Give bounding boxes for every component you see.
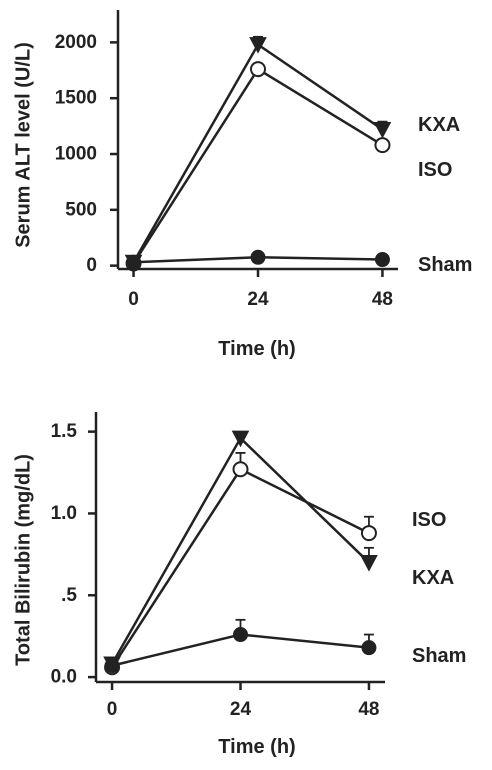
- alt-x-axis-title: Time (h): [218, 338, 295, 360]
- bilirubin-iso-series-label: ISO: [412, 509, 446, 531]
- alt-x-tick-label: 48: [372, 289, 393, 310]
- alt-kxa-point: [249, 37, 267, 54]
- alt-chart: Serum ALT level (U/L) Time (h) 0 500 1000 1…: [12, 10, 472, 360]
- bilirubin-iso-point: [360, 525, 377, 542]
- bilirubin-x-axis-title: Time (h): [218, 736, 295, 758]
- bilirubin-sham-point: [361, 640, 377, 656]
- alt-sham-series-label: Sham: [418, 254, 472, 276]
- alt-y-tick-label: 1000: [55, 144, 97, 165]
- alt-sham-point: [126, 254, 142, 270]
- alt-iso-point: [374, 137, 391, 154]
- alt-y-axis-title: Serum ALT level (U/L): [12, 42, 34, 248]
- alt-y-tick-label: 2000: [55, 32, 97, 53]
- bilirubin-chart: Total Bilirubin (mg/dL) Time (h) 0.0 .5 1.…: [12, 412, 466, 758]
- alt-x-tick-label: 24: [247, 289, 269, 310]
- bilirubin-iso-point: [232, 461, 249, 478]
- bilirubin-x-tick-label: 0: [107, 699, 118, 720]
- bilirubin-x-tick-label: 24: [230, 699, 252, 720]
- alt-y-tick-label: 0: [86, 255, 97, 276]
- bilirubin-kxa-point: [360, 555, 378, 572]
- alt-kxa-series-label: KXA: [418, 114, 460, 136]
- bilirubin-sham-series-label: Sham: [412, 645, 466, 667]
- bilirubin-y-tick-label: 1.0: [51, 503, 77, 524]
- bilirubin-y-tick-label: 0.0: [51, 667, 77, 688]
- alt-x-tick-label: 0: [128, 289, 139, 310]
- alt-iso-series-line: [132, 67, 384, 265]
- alt-y-tick-label: 1500: [55, 88, 97, 109]
- bilirubin-x-tick-label: 48: [358, 699, 379, 720]
- bilirubin-kxa-series-label: KXA: [412, 567, 454, 589]
- bilirubin-sham-point: [233, 627, 248, 643]
- bilirubin-y-axis-title: Total Bilirubin (mg/dL): [12, 454, 34, 666]
- bilirubin-y-tick-label: 1.5: [51, 421, 78, 442]
- alt-kxa-series-line: [132, 43, 384, 263]
- bilirubin-y-tick-label: .5: [61, 585, 77, 606]
- alt-iso-series-label: ISO: [418, 159, 452, 181]
- alt-y-tick-label: 500: [65, 199, 97, 220]
- alt-sham-point: [374, 252, 390, 268]
- alt-kxa-point: [373, 121, 392, 139]
- alt-iso-point: [250, 61, 266, 78]
- alt-sham-point: [250, 249, 266, 265]
- bilirubin-sham-point: [104, 658, 120, 674]
- bilirubin-kxa-point: [231, 430, 250, 448]
